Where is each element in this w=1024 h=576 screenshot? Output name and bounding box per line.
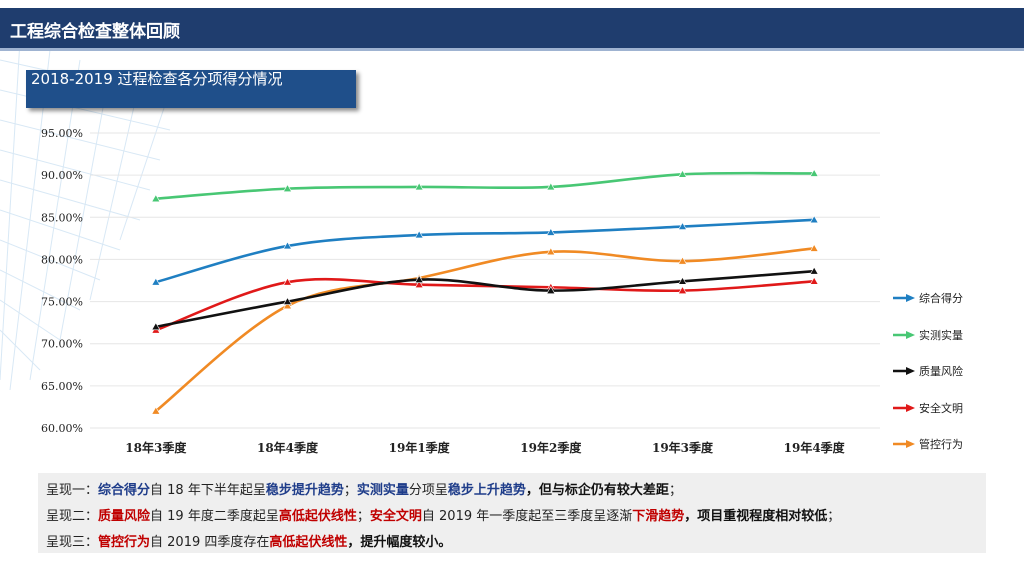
note-segment: ； <box>827 509 841 524</box>
series-line-4 <box>155 277 815 332</box>
chart-title-box: 2018-2019 过程检查各分项得分情况 <box>26 70 356 108</box>
note-segment: 高低起伏线性 <box>269 535 348 550</box>
note-line-3: 呈现三：管控行为自 2019 四季度存在高低起伏线性，提升幅度较小。 <box>46 531 451 550</box>
data-point <box>809 215 819 224</box>
data-point <box>677 256 688 265</box>
data-point <box>282 241 293 250</box>
note-segment: ，项目重视程度相对较低 <box>684 509 828 524</box>
y-tick-label: 75.00% <box>41 296 83 309</box>
x-tick-label: 18年4季度 <box>257 440 319 455</box>
legend-label: 综合得分 <box>919 292 963 305</box>
note-segment: 自 2019 年一季度起至三季度呈逐渐 <box>421 509 633 524</box>
data-point <box>546 182 556 191</box>
series-line-3 <box>155 269 815 329</box>
note-segment: ； <box>668 483 682 498</box>
legend-marker-icon <box>893 330 915 339</box>
note-line-1: 呈现一：综合得分自 18 年下半年起呈稳步提升趋势；实测实量分项呈稳步上升趋势，… <box>46 479 682 498</box>
note-segment: 自 2019 四季度存在 <box>150 535 270 550</box>
note-segment: ； <box>356 509 370 524</box>
legend-marker-icon <box>893 403 915 412</box>
data-point <box>677 276 688 285</box>
y-tick-label: 80.00% <box>41 253 83 266</box>
data-point <box>151 322 161 331</box>
data-point <box>282 184 293 192</box>
data-point <box>677 286 688 294</box>
note-segment: 下滑趋势 <box>632 509 685 524</box>
note-segment: ，但与标企仍有较大差距 <box>525 483 669 498</box>
legend-marker-icon <box>893 440 915 448</box>
note-segment: 安全文明 <box>369 509 422 524</box>
data-point <box>677 221 688 230</box>
series-line-1 <box>155 218 815 284</box>
y-tick-label: 95.00% <box>41 127 83 140</box>
data-point <box>546 247 556 256</box>
note-segment: 呈现一： <box>46 483 99 498</box>
data-point <box>282 277 293 286</box>
y-axis: 60.00% 65.00% 70.00% 75.00% 80.00% 85.00% 90.0… <box>41 127 83 435</box>
legend-marker-icon <box>893 294 915 302</box>
note-segment: 自 19 年度二季度起呈 <box>150 509 279 524</box>
line-chart: 60.00% 65.00% 70.00% 75.00% 80.00% 85.00% 90.0… <box>41 127 880 455</box>
y-tick-label: 60.00% <box>41 422 83 435</box>
legend-label: 安全文明 <box>919 401 963 415</box>
note-segment: 管控行为 <box>98 535 151 550</box>
chart-grid <box>90 132 880 429</box>
note-segment: 稳步提升趋势 <box>265 483 344 498</box>
note-segment: 综合得分 <box>98 483 151 498</box>
data-point <box>809 168 819 177</box>
data-point <box>151 194 161 203</box>
x-tick-label: 19年2季度 <box>520 440 582 455</box>
data-point <box>677 169 688 178</box>
note-segment: 呈现二： <box>46 509 99 524</box>
note-segment: 高低起伏线性 <box>278 509 357 524</box>
legend-label: 质量风险 <box>919 365 963 378</box>
legend-label: 实测实量 <box>919 328 963 342</box>
data-point <box>809 266 819 275</box>
data-point <box>809 276 819 285</box>
note-line-2: 呈现二：质量风险自 19 年度二季度起呈高低起伏线性；安全文明自 2019 年一… <box>46 505 840 524</box>
data-point <box>282 301 293 310</box>
data-point <box>151 277 161 286</box>
note-segment: 稳步上升趋势 <box>447 483 526 498</box>
summary-notes: 呈现一：综合得分自 18 年下半年起呈稳步提升趋势；实测实量分项呈稳步上升趋势，… <box>38 473 986 553</box>
data-point <box>546 286 556 294</box>
x-tick-label: 19年4季度 <box>784 440 846 455</box>
x-tick-label: 18年3季度 <box>125 440 187 455</box>
legend-marker-icon <box>893 367 915 375</box>
header-bar: 工程综合检查整体回顾 <box>0 8 1024 51</box>
data-point <box>546 227 556 236</box>
chart-series <box>151 168 819 415</box>
y-tick-label: 65.00% <box>41 380 83 393</box>
note-segment: 实测实量 <box>356 483 409 498</box>
x-axis: 18年3季度 18年4季度 19年1季度 19年2季度 19年3季度 19年4季度 <box>125 440 845 455</box>
y-tick-label: 90.00% <box>41 169 83 182</box>
data-point <box>414 275 424 283</box>
data-point <box>282 296 293 305</box>
series-line-5 <box>155 247 815 413</box>
page-title: 工程综合检查整体回顾 <box>10 22 180 42</box>
x-tick-label: 19年1季度 <box>389 440 451 455</box>
series-line-2 <box>155 171 815 201</box>
data-point <box>414 280 424 289</box>
y-tick-label: 70.00% <box>41 338 83 351</box>
note-segment: 呈现三： <box>46 535 99 550</box>
note-segment: 自 18 年下半年起呈 <box>150 483 266 498</box>
x-tick-label: 19年3季度 <box>652 440 714 455</box>
chart-title: 2018-2019 过程检查各分项得分情况 <box>31 70 283 88</box>
note-segment: ，提升幅度较小。 <box>347 535 452 550</box>
data-point <box>414 230 424 239</box>
note-segment: ； <box>343 483 357 498</box>
data-point <box>809 243 819 252</box>
legend-label: 管控行为 <box>919 438 963 451</box>
data-point <box>151 406 161 415</box>
note-segment: 分项呈 <box>408 483 448 498</box>
data-point <box>414 182 424 191</box>
note-segment: 质量风险 <box>98 509 151 524</box>
y-tick-label: 85.00% <box>41 211 83 224</box>
